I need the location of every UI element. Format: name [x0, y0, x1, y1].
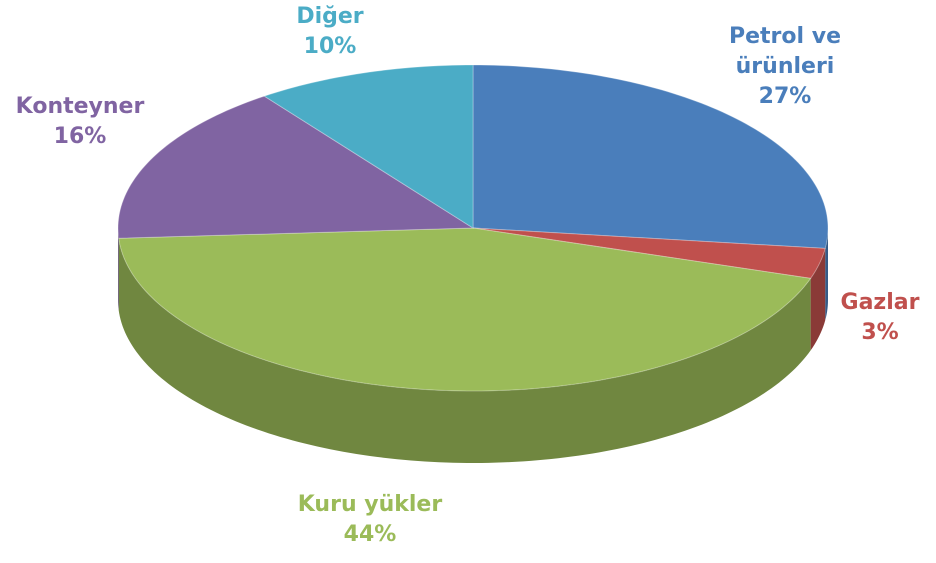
value-label: 16%	[53, 124, 107, 149]
category-name: Konteyner	[15, 94, 145, 119]
pie-slice	[472, 227, 826, 279]
category-name: Petrol ve ürünleri	[729, 24, 841, 79]
slice-label: Petrol ve ürünleri 27%	[710, 22, 860, 112]
slice-label: Kuru yükler 44%	[260, 490, 480, 550]
slice-label: Diğer 10%	[270, 2, 390, 62]
value-label: 10%	[303, 34, 357, 59]
pie-side	[118, 238, 811, 463]
value-label: 27%	[758, 84, 812, 109]
pie-side	[825, 228, 828, 321]
slice-label: Gazlar 3%	[820, 288, 936, 348]
value-label: 3%	[861, 320, 899, 345]
category-name: Kuru yükler	[297, 492, 443, 517]
pie-slice	[117, 95, 475, 239]
pie-slice	[118, 227, 812, 392]
category-name: Gazlar	[840, 290, 920, 315]
pie-slice	[263, 64, 474, 229]
pie-slice	[472, 64, 829, 249]
category-name: Diğer	[296, 4, 364, 29]
slice-label: Konteyner 16%	[0, 92, 170, 152]
value-label: 44%	[343, 522, 397, 547]
pie-side	[810, 248, 826, 351]
pie-side	[118, 228, 119, 311]
